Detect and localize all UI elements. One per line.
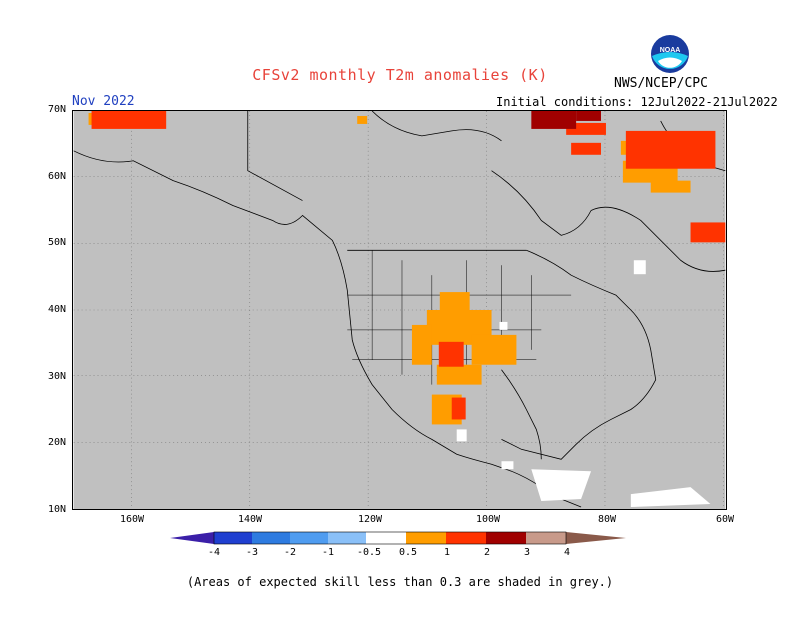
colorbar-label: -2	[283, 547, 297, 558]
anomaly-near-zero	[456, 260, 711, 508]
colorbar-label: -1	[321, 547, 335, 558]
colorbar-min-arrow	[170, 532, 214, 544]
colorbar-label: 1	[443, 547, 451, 558]
initial-conditions-label: Initial conditions: 12Jul2022-21Jul2022	[496, 95, 778, 109]
lon-label-60w: 60W	[715, 514, 735, 525]
noaa-logo-icon: NOAA	[651, 35, 689, 73]
anomaly-1-2	[91, 111, 726, 420]
lat-label-20n: 20N	[48, 437, 67, 448]
lat-label-60n: 60N	[48, 171, 67, 182]
lon-label-80w: 80W	[597, 514, 617, 525]
colorbar-max-arrow	[566, 532, 626, 544]
colorbar-segment	[486, 532, 526, 544]
chart-title: CFSv2 monthly T2m anomalies (K)	[252, 66, 548, 84]
colorbar	[170, 531, 626, 545]
colorbar-segment	[252, 532, 290, 544]
colorbar-segment	[406, 532, 446, 544]
lat-label-70n: 70N	[48, 104, 67, 115]
month-label: Nov 2022	[72, 94, 135, 109]
colorbar-segment	[526, 532, 566, 544]
anomaly-2-3	[531, 111, 601, 129]
colorbar-label: 4	[563, 547, 571, 558]
coastlines	[73, 111, 726, 508]
lat-label-40n: 40N	[48, 304, 67, 315]
lon-label-140w: 140W	[237, 514, 263, 525]
colorbar-segment	[214, 532, 252, 544]
lat-label-30n: 30N	[48, 371, 67, 382]
colorbar-label: -3	[245, 547, 259, 558]
map-background	[73, 111, 726, 509]
anomaly-map	[72, 110, 727, 510]
footnote: (Areas of expected skill less than 0.3 a…	[186, 575, 614, 589]
lon-label-100w: 100W	[475, 514, 501, 525]
colorbar-label: 0.5	[398, 547, 418, 558]
colorbar-segment	[446, 532, 486, 544]
lon-label-120w: 120W	[357, 514, 383, 525]
colorbar-segment	[328, 532, 366, 544]
colorbar-label: 3	[523, 547, 531, 558]
agency-label: NWS/NCEP/CPC	[614, 76, 708, 91]
colorbar-segment	[366, 532, 406, 544]
colorbar-label: -4	[207, 547, 221, 558]
lon-label-160w: 160W	[119, 514, 145, 525]
svg-text:NOAA: NOAA	[660, 47, 681, 54]
lat-label-50n: 50N	[48, 237, 67, 248]
lat-label-10n: 10N	[48, 504, 67, 515]
colorbar-segment	[290, 532, 328, 544]
colorbar-label: 2	[483, 547, 491, 558]
colorbar-label: -0.5	[356, 547, 382, 558]
